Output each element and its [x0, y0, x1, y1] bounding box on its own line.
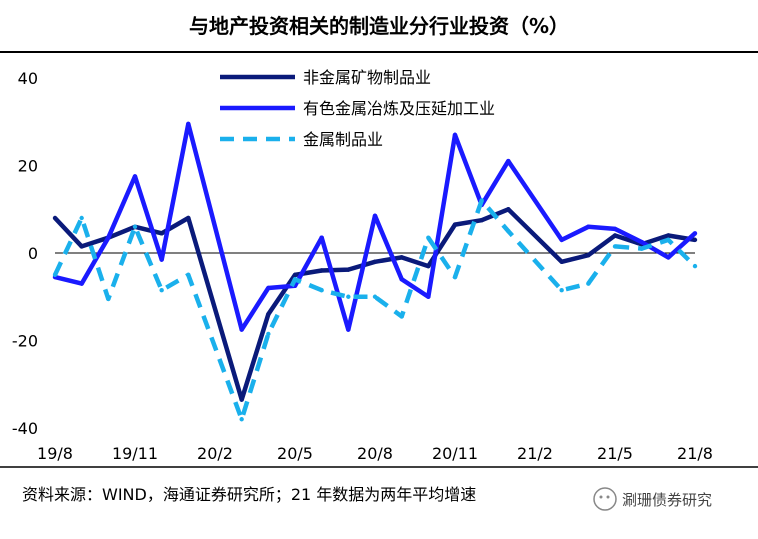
source-note: 资料来源：WIND，海通证券研究所；21 年数据为两年平均增速 [22, 485, 476, 504]
series-1-point [612, 233, 618, 238]
series-2-point [586, 224, 591, 229]
legend-label-1: 非金属矿物制品业 [303, 68, 431, 87]
series-3-point [159, 287, 164, 293]
series-1-point [666, 233, 671, 238]
x-tick-label: 21/2 [517, 444, 553, 463]
y-tick-label: -20 [12, 332, 38, 351]
watermark: 涮珊债券研究 [593, 487, 712, 511]
series-2-point [612, 226, 618, 232]
series-2-point [372, 213, 378, 219]
y-tick-label: -40 [12, 419, 38, 438]
series-1-point [186, 215, 191, 221]
series-2-point [106, 235, 111, 240]
series-3-point [559, 287, 564, 293]
series-2-point [426, 294, 431, 299]
series-2-point [266, 285, 271, 291]
series-3-point [79, 215, 84, 221]
series-3-point [132, 224, 138, 229]
series-2-point [452, 132, 458, 138]
series-3-point [186, 272, 191, 278]
wechat-icon-eye-right [606, 495, 610, 499]
series-1-point [586, 252, 591, 258]
plot-area: 40 20 0 -20 -40 19/8 19/11 20/2 20/5 20/8 20/11 21/… [12, 69, 713, 463]
watermark-text: 涮珊债券研究 [622, 491, 712, 509]
series-2-point [639, 239, 644, 245]
series-2-point [666, 255, 671, 260]
series-3-point [399, 314, 404, 319]
x-tick-label: 20/5 [277, 444, 313, 463]
x-tick-label: 20/11 [432, 444, 478, 463]
x-tick-label: 19/11 [112, 444, 158, 463]
series-3-point [319, 287, 324, 293]
x-tick-label: 21/8 [677, 444, 713, 463]
series-1-point [266, 312, 271, 317]
series-2-point [79, 281, 84, 286]
legend-label-3: 金属制品业 [303, 130, 383, 149]
series-2-point [692, 231, 698, 236]
series-1-point [452, 222, 458, 227]
series-1-point [52, 215, 58, 221]
series-1-point [79, 244, 84, 249]
series-3-point [106, 296, 111, 302]
series-1-point [559, 259, 564, 264]
wechat-icon-eye-left [599, 495, 603, 499]
series-3-point [612, 244, 618, 249]
series-3-point [639, 246, 644, 251]
series-1-point [399, 255, 404, 260]
series-3-point [52, 272, 58, 278]
series-1-point [239, 397, 244, 402]
series-2-point [132, 174, 138, 179]
series-1-point [692, 237, 698, 243]
series-3-point [479, 198, 484, 203]
series-2-point [346, 327, 351, 332]
series-3-point [506, 228, 511, 234]
series-1-point [159, 231, 164, 236]
x-tick-label: 21/5 [597, 444, 633, 463]
series-1-point [346, 267, 351, 272]
series-3-point [452, 274, 458, 280]
x-tick-label: 20/2 [197, 444, 233, 463]
series-1-point [479, 217, 484, 223]
series-2-point [559, 237, 564, 243]
series-3-point [346, 294, 351, 299]
series-2-point [399, 277, 404, 282]
x-tick-label: 20/8 [357, 444, 393, 463]
series-3-point [666, 237, 671, 243]
series-1-point [506, 207, 511, 212]
series-2-point [506, 158, 511, 164]
series-1-point [372, 259, 378, 264]
y-tick-label: 20 [18, 157, 38, 176]
y-tick-label: 40 [18, 69, 38, 88]
series-1-point [292, 272, 298, 278]
series-3-point [586, 281, 591, 286]
series-2-point [159, 257, 164, 262]
series-3-point [372, 294, 378, 299]
legend-label-2: 有色金属冶炼及压延加工业 [303, 99, 495, 118]
x-tick-label: 19/8 [37, 444, 73, 463]
title-band [0, 0, 758, 48]
series-3-point [426, 235, 431, 240]
series-2-point [319, 235, 324, 240]
y-tick-label: 0 [28, 244, 38, 263]
series-1-point [319, 268, 324, 273]
series-2-point [186, 121, 191, 127]
series-line-1 [53, 207, 696, 402]
series-3-point [266, 331, 271, 337]
series-3-point [292, 277, 298, 282]
series-2-point [239, 327, 244, 332]
chart-title: 与地产投资相关的制造业分行业投资（%） [189, 14, 569, 38]
series-3-point [692, 263, 698, 269]
series-1-point [426, 263, 431, 269]
series-3-point [239, 417, 244, 422]
wechat-icon [593, 487, 617, 511]
